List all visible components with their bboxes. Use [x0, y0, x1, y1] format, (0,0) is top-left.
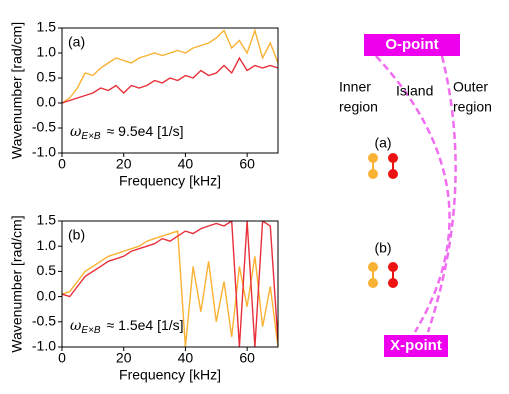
dot: [388, 262, 398, 272]
annotation-symbol: ω: [70, 124, 82, 140]
data-line: [62, 56, 278, 104]
x-point-box: [384, 335, 448, 357]
annotation-text: ≈ 1.5e4 [1/s]: [107, 317, 184, 333]
plot-frame: [61, 27, 279, 154]
x-tick-label: 20: [116, 156, 132, 172]
x-tick-label: 0: [58, 156, 66, 172]
y-tick-label: 0.5: [37, 262, 57, 278]
region-label: Inner: [339, 79, 371, 95]
y-axis-label: Wavenumber [rad/cm]: [9, 22, 25, 159]
dot: [368, 278, 378, 288]
separatrix-inner: [375, 55, 451, 333]
dot: [368, 153, 378, 163]
x-tick-label: 40: [178, 156, 194, 172]
dot: [388, 153, 398, 163]
x-tick-label: 40: [178, 350, 194, 366]
dot: [388, 278, 398, 288]
region-label: region: [453, 99, 492, 115]
dot: [368, 169, 378, 179]
o-point-box: [364, 34, 460, 56]
annotation-text: ≈ 9.5e4 [1/s]: [107, 123, 184, 139]
annotation: ωE×B ≈ 9.5e4 [1/s]: [70, 123, 184, 142]
y-tick-label: -0.5: [32, 313, 56, 329]
y-tick-label: 0.0: [37, 94, 57, 110]
o-point-label: O-point: [385, 36, 438, 53]
y-tick-label: 0.5: [37, 69, 57, 85]
annotation-subscript: E×B: [81, 325, 101, 336]
y-tick-label: 1.0: [37, 237, 57, 253]
x-axis-label: Frequency [kHz]: [119, 173, 221, 189]
case-label: (b): [374, 240, 391, 256]
x-axis-label: Frequency [kHz]: [119, 367, 221, 383]
panel-label: (a): [68, 34, 85, 50]
annotation: ωE×B ≈ 1.5e4 [1/s]: [70, 317, 184, 336]
y-tick-label: 1.5: [37, 19, 57, 35]
x-point-label: X-point: [390, 337, 442, 354]
data-line: [62, 28, 278, 104]
diagram: O-point X-point Inner region Island Oute…: [339, 34, 492, 357]
y-tick-label: 0.0: [37, 287, 57, 303]
region-label: Island: [396, 83, 433, 99]
dot: [368, 262, 378, 272]
chart: -1.0 -0.5 0.0 0.5 1.0 1.5 0 20 40 60 Frequency [kH…: [9, 212, 279, 383]
dot: [388, 169, 398, 179]
chart: -1.0 -0.5 0.0 0.5 1.0 1.5 0 20 40 60 Frequency [kH…: [9, 19, 279, 189]
y-tick-label: -1.0: [32, 144, 56, 160]
y-axis-label: Wavenumber [rad/cm]: [9, 215, 25, 352]
data-line: [62, 230, 278, 347]
y-tick-label: 1.0: [37, 44, 57, 60]
annotation-subscript: E×B: [81, 131, 101, 142]
y-tick-label: -1.0: [32, 338, 56, 354]
annotation-symbol: ω: [70, 318, 82, 334]
plot-frame: [61, 220, 279, 348]
x-tick-label: 60: [239, 350, 255, 366]
x-tick-label: 0: [58, 350, 66, 366]
x-tick-label: 60: [239, 156, 255, 172]
y-tick-label: -0.5: [32, 119, 56, 135]
region-label: Outer: [453, 79, 488, 95]
y-tick-label: 1.5: [37, 212, 57, 228]
region-label: region: [339, 99, 378, 115]
x-tick-label: 20: [116, 350, 132, 366]
case-label: (a): [374, 135, 391, 151]
panel-label: (b): [68, 227, 85, 243]
separatrix-outer: [426, 55, 457, 333]
data-line: [62, 221, 278, 347]
